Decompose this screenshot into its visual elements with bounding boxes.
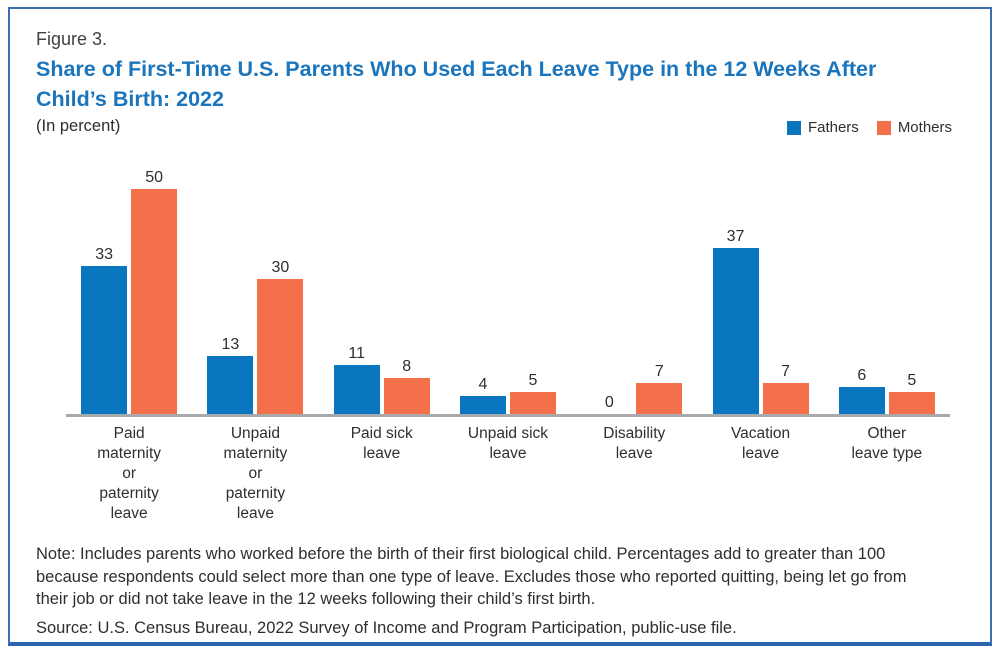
bar-value-label: 0 (604, 394, 614, 412)
bar-column-mothers: 8 (383, 358, 430, 415)
bar-value-label: 13 (221, 335, 240, 353)
bar-column-fathers: 13 (207, 335, 254, 415)
figure-content: Figure 3. Share of First-Time U.S. Paren… (10, 9, 990, 639)
bar-value-label: 8 (402, 358, 412, 376)
bar-pair: 33 50 (81, 169, 178, 415)
bar-fathers (712, 247, 759, 415)
bar-fathers (81, 265, 128, 415)
units-subtitle: (In percent) (36, 117, 121, 136)
bar-mothers (888, 391, 935, 415)
bar-value-label: 4 (478, 376, 488, 394)
bar-group: 11 8 (319, 344, 445, 415)
bar-fathers (838, 387, 885, 415)
bar-column-fathers: 37 (712, 227, 759, 415)
bar-value-label: 37 (726, 227, 745, 245)
legend-item-fathers: Fathers (786, 119, 859, 137)
bar-value-label: 7 (781, 362, 790, 380)
bar-mothers (257, 279, 304, 415)
bar-value-label: 6 (857, 367, 867, 385)
bar-pair: 37 7 (712, 227, 809, 415)
bar-value-label: 5 (907, 371, 917, 389)
x-axis-category-label: Vacation leave (730, 425, 791, 463)
bar-value-label: 5 (528, 371, 538, 389)
bar-group: 33 50 (66, 169, 192, 415)
plot-area: 33 50 13 30 11 8 4 5 0 7 37 7 6 5 (66, 156, 950, 418)
bar-column-mothers: 30 (257, 259, 304, 415)
x-axis-category-label: Unpaid sick leave (467, 425, 549, 463)
bar-mothers (636, 382, 683, 415)
source-text: Source: U.S. Census Bureau, 2022 Survey … (36, 618, 737, 637)
bar-column-fathers: 0 (586, 395, 632, 414)
note-text: Note: Includes parents who worked before… (36, 545, 907, 608)
bar-column-fathers: 33 (81, 245, 128, 415)
x-axis-category-label: Other leave type (851, 425, 923, 463)
legend-label-mothers: Mothers (897, 119, 952, 137)
bar-fathers (459, 396, 506, 415)
fathers-swatch-icon (786, 120, 801, 135)
bar-mothers (509, 391, 556, 415)
bar-chart: 33 50 13 30 11 8 4 5 0 7 37 7 6 5 Paid maternity or p… (66, 156, 950, 523)
bar-group: 13 30 (192, 259, 318, 415)
bar-column-mothers: 7 (762, 362, 809, 415)
bar-column-fathers: 11 (333, 344, 380, 415)
bar-mothers (131, 189, 178, 415)
figure-number-label: Figure 3. (36, 29, 108, 49)
bar-value-label: 30 (271, 259, 290, 277)
bar-column-fathers: 6 (838, 367, 885, 415)
bar-fathers (207, 355, 254, 415)
bar-value-label: 50 (145, 169, 164, 187)
subtitle-legend-row: (In percent) Fathers Mothers (36, 117, 952, 136)
chart-legend: Fathers Mothers (786, 119, 952, 137)
bar-mothers (762, 382, 809, 415)
bar-column-mothers: 5 (888, 371, 935, 415)
bar-pair: 13 30 (207, 259, 304, 415)
bar-value-label: 7 (654, 362, 664, 380)
bar-mothers (383, 378, 430, 415)
x-axis-category-label: Paid sick leave (350, 425, 413, 463)
mothers-swatch-icon (876, 120, 891, 135)
bar-fathers (333, 364, 380, 415)
bar-column-mothers: 50 (131, 169, 178, 415)
x-axis-category-label: Disability leave (603, 425, 666, 463)
bar-group: 37 7 (697, 227, 823, 415)
bar-column-fathers: 4 (459, 376, 506, 415)
bar-column-mothers: 5 (509, 371, 556, 415)
legend-label-fathers: Fathers (807, 119, 859, 137)
bar-pair: 11 8 (333, 344, 430, 415)
x-axis-category-label: Paid maternity or paternity leave (97, 425, 162, 522)
figure-title: Share of First-Time U.S. Parents Who Use… (36, 57, 877, 111)
bar-value-label: 33 (95, 245, 114, 263)
bar-value-label: 11 (348, 344, 365, 362)
bar-column-mothers: 7 (636, 362, 683, 415)
x-axis-labels: Paid maternity or paternity leave Unpaid … (66, 424, 950, 523)
legend-item-mothers: Mothers (876, 119, 952, 137)
x-axis-category-label: Unpaid maternity or paternity leave (223, 425, 288, 522)
figure-frame: Figure 3. Share of First-Time U.S. Paren… (8, 7, 992, 646)
footnotes: Note: Includes parents who worked before… (36, 543, 938, 638)
